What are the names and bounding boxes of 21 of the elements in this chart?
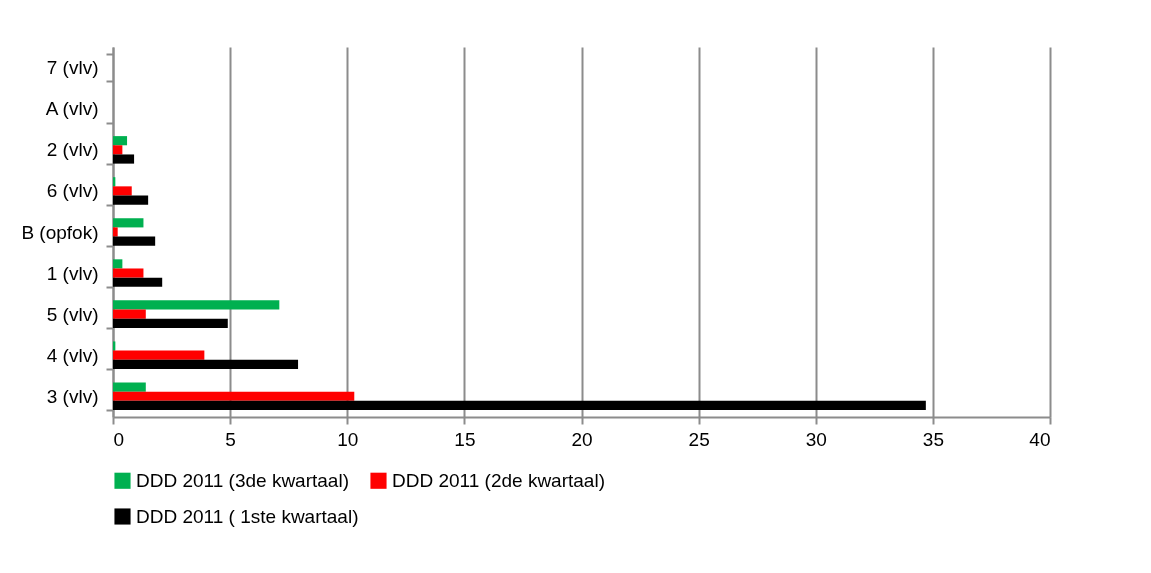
x-tick-label: 0: [113, 428, 125, 450]
y-tick-label: 2 (vlv): [46, 139, 99, 161]
x-tick-label: 20: [571, 428, 593, 450]
legend-label: DDD 2011 (3de kwartaal): [136, 469, 349, 491]
y-tick-label: 7 (vlv): [46, 57, 99, 79]
y-tick-label: 5 (vlv): [46, 303, 99, 325]
legend-label: DDD 2011 (2de kwartaal): [392, 469, 605, 491]
x-tick-label: 40: [1029, 428, 1051, 450]
x-tick-label: 30: [805, 428, 827, 450]
x-tick-label: 10: [337, 428, 359, 450]
x-tick-label: 5: [225, 428, 236, 450]
x-tick-label: 25: [688, 428, 710, 450]
y-tick-label: 3 (vlv): [46, 385, 99, 407]
y-tick-label: 4 (vlv): [46, 344, 99, 366]
y-tick-label: 6 (vlv): [46, 180, 99, 202]
y-tick-label: B (opfok): [21, 221, 99, 243]
y-tick-label: 1 (vlv): [46, 262, 99, 284]
x-tick-label: 35: [922, 428, 944, 450]
x-tick-label: 15: [454, 428, 476, 450]
y-tick-label: A (vlv): [45, 98, 99, 120]
legend-label: DDD 2011 ( 1ste kwartaal): [136, 505, 359, 527]
